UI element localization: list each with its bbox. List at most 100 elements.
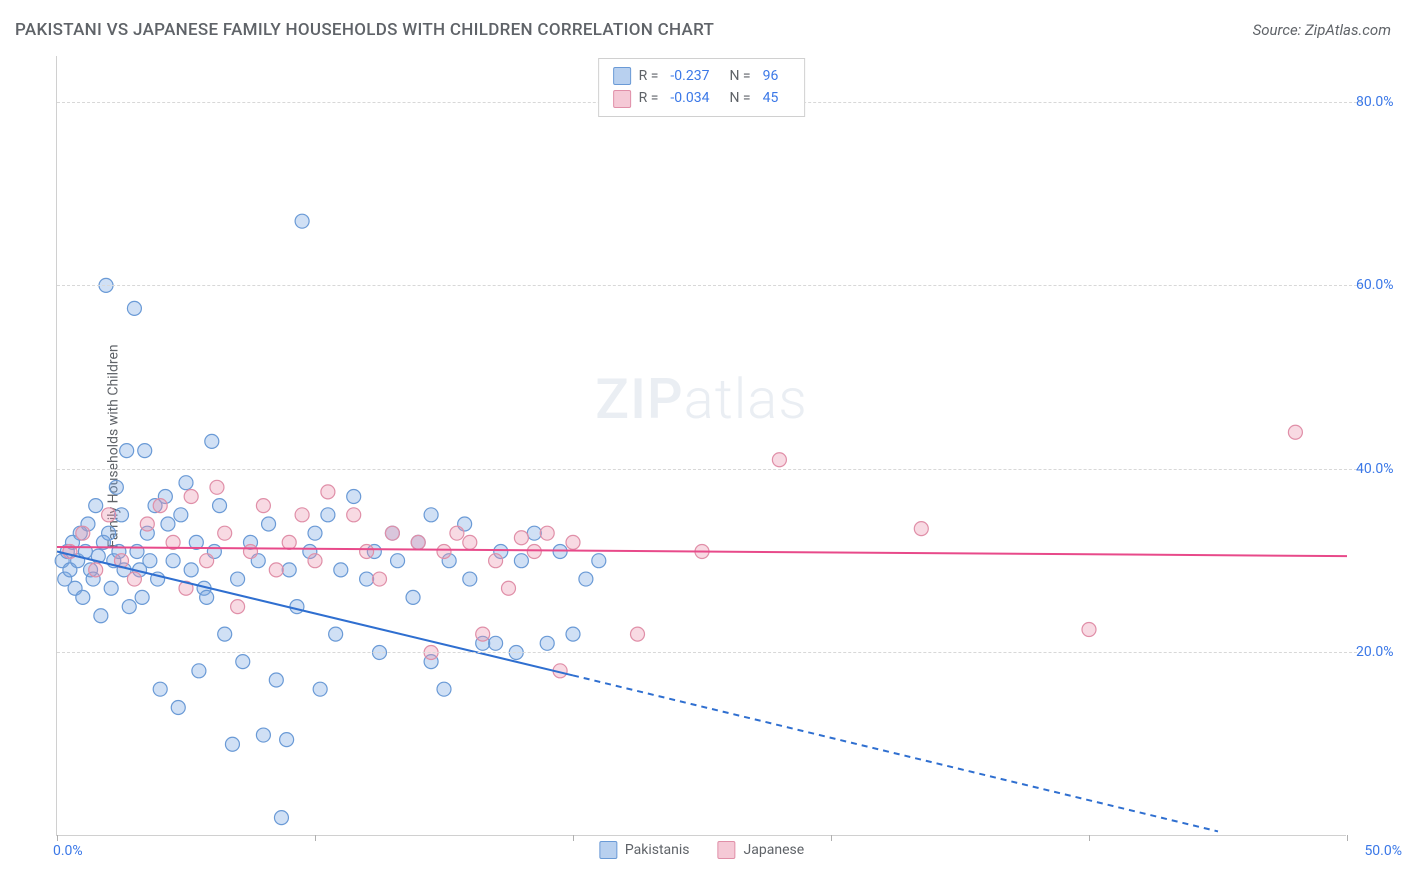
series-legend: Pakistanis Japanese [599,841,804,859]
data-point [171,701,185,715]
legend-item-pakistanis: Pakistanis [599,841,690,859]
legend-row-japanese: R =-0.034 N =45 [613,87,791,109]
data-point [391,554,405,568]
data-point [256,728,270,742]
legend-item-japanese: Japanese [718,841,805,859]
data-point [138,444,152,458]
gridline [57,652,1362,653]
data-point [463,572,477,586]
data-point [269,563,283,577]
x-tick-mark [57,835,58,841]
data-point [631,627,645,641]
data-point [127,572,141,586]
data-point [424,508,438,522]
data-point [406,590,420,604]
data-point [566,627,580,641]
data-point [411,535,425,549]
data-point [540,636,554,650]
data-point [104,581,118,595]
data-point [179,476,193,490]
data-point [200,590,214,604]
data-point [360,572,374,586]
data-point [120,444,134,458]
x-tick-mark [573,835,574,841]
chart-svg [57,56,1346,835]
data-point [313,682,327,696]
data-point [334,563,348,577]
x-tick-mark [1347,835,1348,841]
data-point [256,499,270,513]
swatch-japanese [613,90,631,108]
source-label: Source: ZipAtlas.com [1253,21,1391,39]
data-point [231,600,245,614]
chart-title: PAKISTANI VS JAPANESE FAMILY HOUSEHOLDS … [15,20,714,40]
data-point [218,526,232,540]
data-point [231,572,245,586]
y-tick: 40.0% [1356,461,1406,477]
plot-area: ZIPatlas R =-0.237 N =96 R =-0.034 N =45… [56,56,1346,836]
data-point [143,554,157,568]
swatch-japanese-bottom [718,841,736,859]
data-point [218,627,232,641]
x-tick-mark [831,835,832,841]
data-point [295,214,309,228]
correlation-legend: R =-0.237 N =96 R =-0.034 N =45 [598,58,806,117]
data-point [450,526,464,540]
data-point [269,673,283,687]
y-tick: 60.0% [1356,277,1406,293]
data-point [210,480,224,494]
data-point [140,517,154,531]
data-point [772,453,786,467]
data-point [347,508,361,522]
data-point [514,531,528,545]
data-point [89,499,103,513]
data-point [321,485,335,499]
data-point [373,572,387,586]
data-point [280,733,294,747]
data-point [347,489,361,503]
data-point [308,554,322,568]
x-tick-min: 0.0% [53,843,83,859]
data-point [360,545,374,559]
data-point [122,600,136,614]
data-point [225,737,239,751]
data-point [192,664,206,678]
y-tick: 80.0% [1356,94,1406,110]
data-point [527,545,541,559]
data-point [184,563,198,577]
data-point [115,508,129,522]
gridline [57,469,1362,470]
data-point [89,563,103,577]
data-point [514,554,528,568]
data-point [290,600,304,614]
data-point [274,811,288,825]
data-point [153,682,167,696]
data-point [200,554,214,568]
data-point [385,526,399,540]
data-point [213,499,227,513]
data-point [76,526,90,540]
data-point [321,508,335,522]
data-point [282,563,296,577]
data-point [282,535,296,549]
data-point [579,572,593,586]
data-point [437,545,451,559]
data-point [527,526,541,540]
data-point [502,581,516,595]
data-point [153,499,167,513]
data-point [540,526,554,540]
swatch-pakistanis [613,67,631,85]
data-point [76,590,90,604]
data-point [295,508,309,522]
data-point [489,554,503,568]
data-point [1288,425,1302,439]
data-point [127,301,141,315]
data-point [489,636,503,650]
data-point [135,590,149,604]
legend-row-pakistanis: R =-0.237 N =96 [613,65,791,87]
data-point [102,526,116,540]
data-point [1082,623,1096,637]
data-point [205,434,219,448]
data-point [236,655,250,669]
data-point [476,627,490,641]
